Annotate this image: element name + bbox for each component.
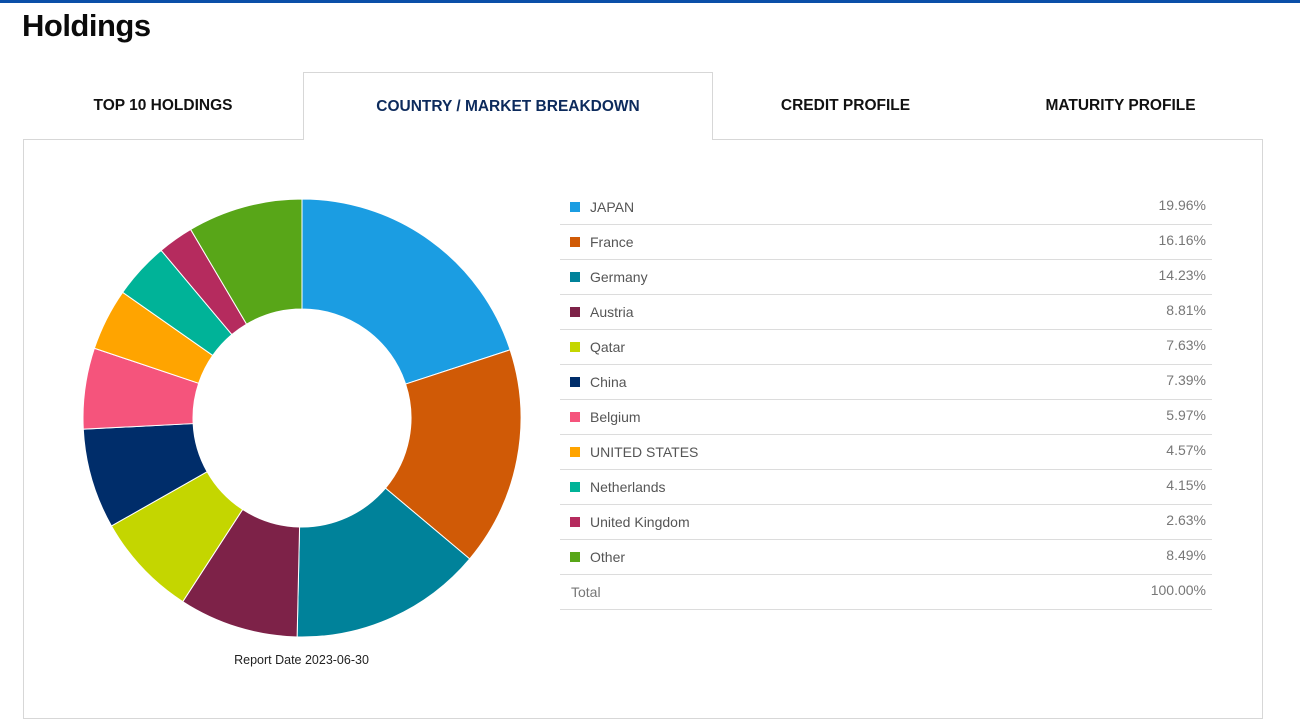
report-date: Report Date 2023-06-30 <box>234 653 369 667</box>
tab-country-market-breakdown[interactable]: COUNTRY / MARKET BREAKDOWN <box>303 72 713 140</box>
legend-label: Netherlands <box>590 479 666 495</box>
legend-swatch <box>570 272 580 282</box>
legend-row: UNITED STATES 4.57% <box>560 435 1212 470</box>
page-title: Holdings <box>22 8 151 43</box>
legend-total-label: Total <box>571 584 601 600</box>
legend-row: United Kingdom 2.63% <box>560 505 1212 540</box>
legend-row: China 7.39% <box>560 365 1212 400</box>
legend-value: 7.63% <box>1166 337 1206 353</box>
tab-maturity-profile[interactable]: MATURITY PROFILE <box>1045 96 1196 114</box>
holdings-tabs: TOP 10 HOLDINGS COUNTRY / MARKET BREAKDO… <box>23 72 1263 140</box>
legend-label: United Kingdom <box>590 514 690 530</box>
tab-credit-profile[interactable]: CREDIT PROFILE <box>780 96 911 114</box>
donut-slice-france[interactable] <box>384 349 522 560</box>
legend-value: 4.57% <box>1166 442 1206 458</box>
legend-swatch <box>570 552 580 562</box>
legend-label: China <box>590 374 627 390</box>
legend-row: Austria 8.81% <box>560 295 1212 330</box>
donut-chart-svg <box>82 198 522 638</box>
legend-label: Germany <box>590 269 648 285</box>
country-breakdown-table: JAPAN 19.96% France 16.16% Germany 14.23… <box>560 190 1212 610</box>
legend-row: Qatar 7.63% <box>560 330 1212 365</box>
legend-swatch <box>570 482 580 492</box>
legend-total-row: Total 100.00% <box>560 575 1212 610</box>
legend-label: France <box>590 234 634 250</box>
legend-row: Belgium 5.97% <box>560 400 1212 435</box>
legend-swatch <box>570 447 580 457</box>
legend-row: France 16.16% <box>560 225 1212 260</box>
legend-swatch <box>570 307 580 317</box>
legend-total-value: 100.00% <box>1150 582 1206 598</box>
legend-label: Austria <box>590 304 634 320</box>
donut-slice-other[interactable] <box>189 198 303 325</box>
donut-chart <box>82 198 522 638</box>
legend-value: 16.16% <box>1158 232 1206 248</box>
legend-label: UNITED STATES <box>590 444 699 460</box>
donut-slice-japan[interactable] <box>301 198 511 385</box>
legend-swatch <box>570 237 580 247</box>
legend-value: 5.97% <box>1166 407 1206 423</box>
legend-value: 2.63% <box>1166 512 1206 528</box>
legend-swatch <box>570 377 580 387</box>
legend-value: 7.39% <box>1166 372 1206 388</box>
legend-label: Other <box>590 549 626 565</box>
legend-value: 8.81% <box>1166 302 1206 318</box>
legend-value: 14.23% <box>1158 267 1206 283</box>
legend-value: 19.96% <box>1158 197 1206 213</box>
legend-row: Other 8.49% <box>560 540 1212 575</box>
legend-label: JAPAN <box>590 199 635 215</box>
legend-swatch <box>570 202 580 212</box>
legend-value: 4.15% <box>1166 477 1206 493</box>
legend-swatch <box>570 517 580 527</box>
legend-row: Netherlands 4.15% <box>560 470 1212 505</box>
legend-label: Belgium <box>590 409 641 425</box>
legend-row: Germany 14.23% <box>560 260 1212 295</box>
legend-swatch <box>570 342 580 352</box>
legend-swatch <box>570 412 580 422</box>
legend-row: JAPAN 19.96% <box>560 190 1212 225</box>
legend-label: Qatar <box>590 339 626 355</box>
legend-value: 8.49% <box>1166 547 1206 563</box>
tab-top-10-holdings[interactable]: TOP 10 HOLDINGS <box>93 96 233 114</box>
top-accent-bar <box>0 0 1300 3</box>
